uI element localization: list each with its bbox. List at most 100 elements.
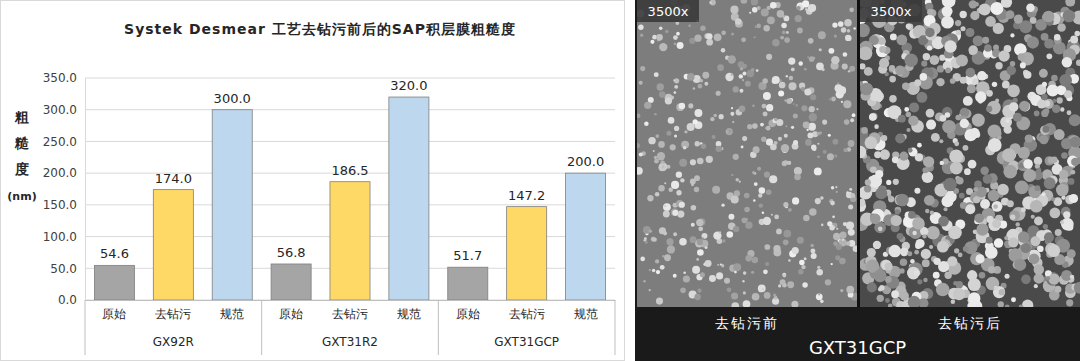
sem-texture bbox=[970, 11, 979, 20]
sem-texture bbox=[773, 294, 776, 297]
sem-texture bbox=[1041, 94, 1047, 100]
sem-texture bbox=[1019, 305, 1024, 307]
sem-texture bbox=[757, 6, 761, 10]
sem-texture bbox=[954, 248, 959, 253]
sem-texture bbox=[977, 71, 987, 81]
sem-texture bbox=[683, 275, 690, 282]
sem-texture bbox=[915, 153, 923, 161]
sem-texture bbox=[874, 269, 887, 282]
sem-texture bbox=[680, 287, 686, 293]
sem-texture bbox=[874, 151, 881, 158]
sem-texture bbox=[709, 275, 716, 282]
sem-texture bbox=[808, 4, 816, 12]
sem-texture bbox=[1026, 4, 1035, 13]
sem-texture bbox=[1074, 282, 1080, 294]
sem-texture bbox=[997, 184, 1009, 196]
sem-texture bbox=[667, 245, 675, 253]
sem-texture bbox=[733, 226, 739, 232]
sem-texture bbox=[941, 16, 954, 29]
sem-texture bbox=[649, 289, 651, 291]
sem-texture bbox=[910, 259, 915, 264]
sem-texture bbox=[949, 149, 963, 163]
sem-texture bbox=[885, 298, 890, 303]
sem-texture bbox=[813, 57, 815, 59]
sem-texture bbox=[674, 85, 678, 89]
sem-texture bbox=[833, 233, 840, 240]
sem-texture bbox=[875, 187, 887, 199]
sem-texture bbox=[874, 124, 879, 129]
data-label: 54.6 bbox=[100, 246, 129, 261]
sem-texture bbox=[701, 26, 705, 30]
sem-texture bbox=[671, 181, 679, 189]
panel-label: 去钻污后 bbox=[938, 315, 1002, 331]
sem-texture bbox=[853, 27, 856, 30]
sem-texture bbox=[774, 215, 779, 220]
sem-texture bbox=[676, 190, 681, 195]
sem-texture bbox=[710, 0, 716, 5]
sem-texture bbox=[933, 258, 940, 265]
sem-texture bbox=[877, 295, 884, 302]
sem-texture bbox=[840, 289, 843, 292]
sem-texture bbox=[1062, 57, 1072, 67]
sem-texture bbox=[1010, 214, 1015, 219]
sem-texture bbox=[1064, 90, 1072, 98]
sem-texture bbox=[831, 56, 839, 64]
sem-texture bbox=[968, 278, 981, 291]
data-label: 174.0 bbox=[155, 171, 192, 186]
group-label: GX92R bbox=[153, 335, 194, 349]
x-tick: 原始 bbox=[102, 300, 126, 321]
sem-texture bbox=[1027, 36, 1039, 48]
sem-texture bbox=[653, 150, 655, 152]
sem-texture bbox=[654, 159, 659, 164]
sem-texture bbox=[906, 24, 911, 29]
y-axis-title: 粗 bbox=[14, 109, 29, 125]
sem-texture bbox=[936, 283, 950, 297]
sem-texture bbox=[963, 96, 973, 106]
sem-texture bbox=[835, 186, 837, 188]
sem-texture bbox=[656, 298, 663, 305]
sem-texture bbox=[1051, 75, 1058, 82]
sem-texture bbox=[731, 73, 734, 76]
bar bbox=[330, 182, 370, 300]
sem-texture bbox=[763, 25, 769, 31]
sem-texture bbox=[791, 68, 795, 72]
sem-texture bbox=[663, 211, 670, 218]
sem-texture bbox=[842, 238, 844, 240]
sem-texture bbox=[960, 11, 967, 18]
sem-texture bbox=[1042, 82, 1047, 87]
sem-texture bbox=[766, 189, 772, 195]
sem-texture bbox=[773, 245, 780, 252]
sem-texture bbox=[802, 0, 809, 7]
data-label: 51.7 bbox=[453, 248, 482, 263]
sem-texture bbox=[841, 101, 843, 103]
sem-texture bbox=[749, 12, 751, 14]
sem-texture bbox=[848, 229, 855, 236]
sem-texture bbox=[741, 217, 747, 223]
y-axis-line bbox=[85, 79, 86, 301]
sem-texture bbox=[927, 9, 933, 15]
sem-texture bbox=[974, 181, 982, 189]
sem-texture bbox=[722, 239, 725, 242]
sem-texture bbox=[992, 201, 1003, 212]
data-label: 300.0 bbox=[214, 91, 251, 106]
sem-texture bbox=[1051, 197, 1055, 201]
sem-texture bbox=[940, 161, 944, 165]
sem-texture bbox=[801, 105, 807, 111]
sem-texture bbox=[985, 16, 996, 27]
sem-texture bbox=[1010, 33, 1014, 37]
y-tick-label: 50.0 bbox=[50, 262, 77, 276]
sem-texture bbox=[860, 46, 872, 60]
sem-texture bbox=[960, 77, 967, 84]
sem-texture bbox=[1067, 249, 1076, 258]
sem-texture bbox=[954, 141, 959, 146]
group-separator bbox=[615, 300, 616, 355]
sem-texture bbox=[988, 124, 1002, 138]
sem-texture bbox=[1055, 229, 1062, 236]
sem-texture bbox=[806, 129, 808, 131]
sem-texture bbox=[1014, 15, 1023, 24]
sem-texture bbox=[694, 294, 700, 300]
sem-texture bbox=[791, 126, 794, 129]
sem-texture bbox=[955, 115, 961, 121]
sem-texture bbox=[674, 43, 677, 46]
sem-texture bbox=[702, 72, 709, 79]
